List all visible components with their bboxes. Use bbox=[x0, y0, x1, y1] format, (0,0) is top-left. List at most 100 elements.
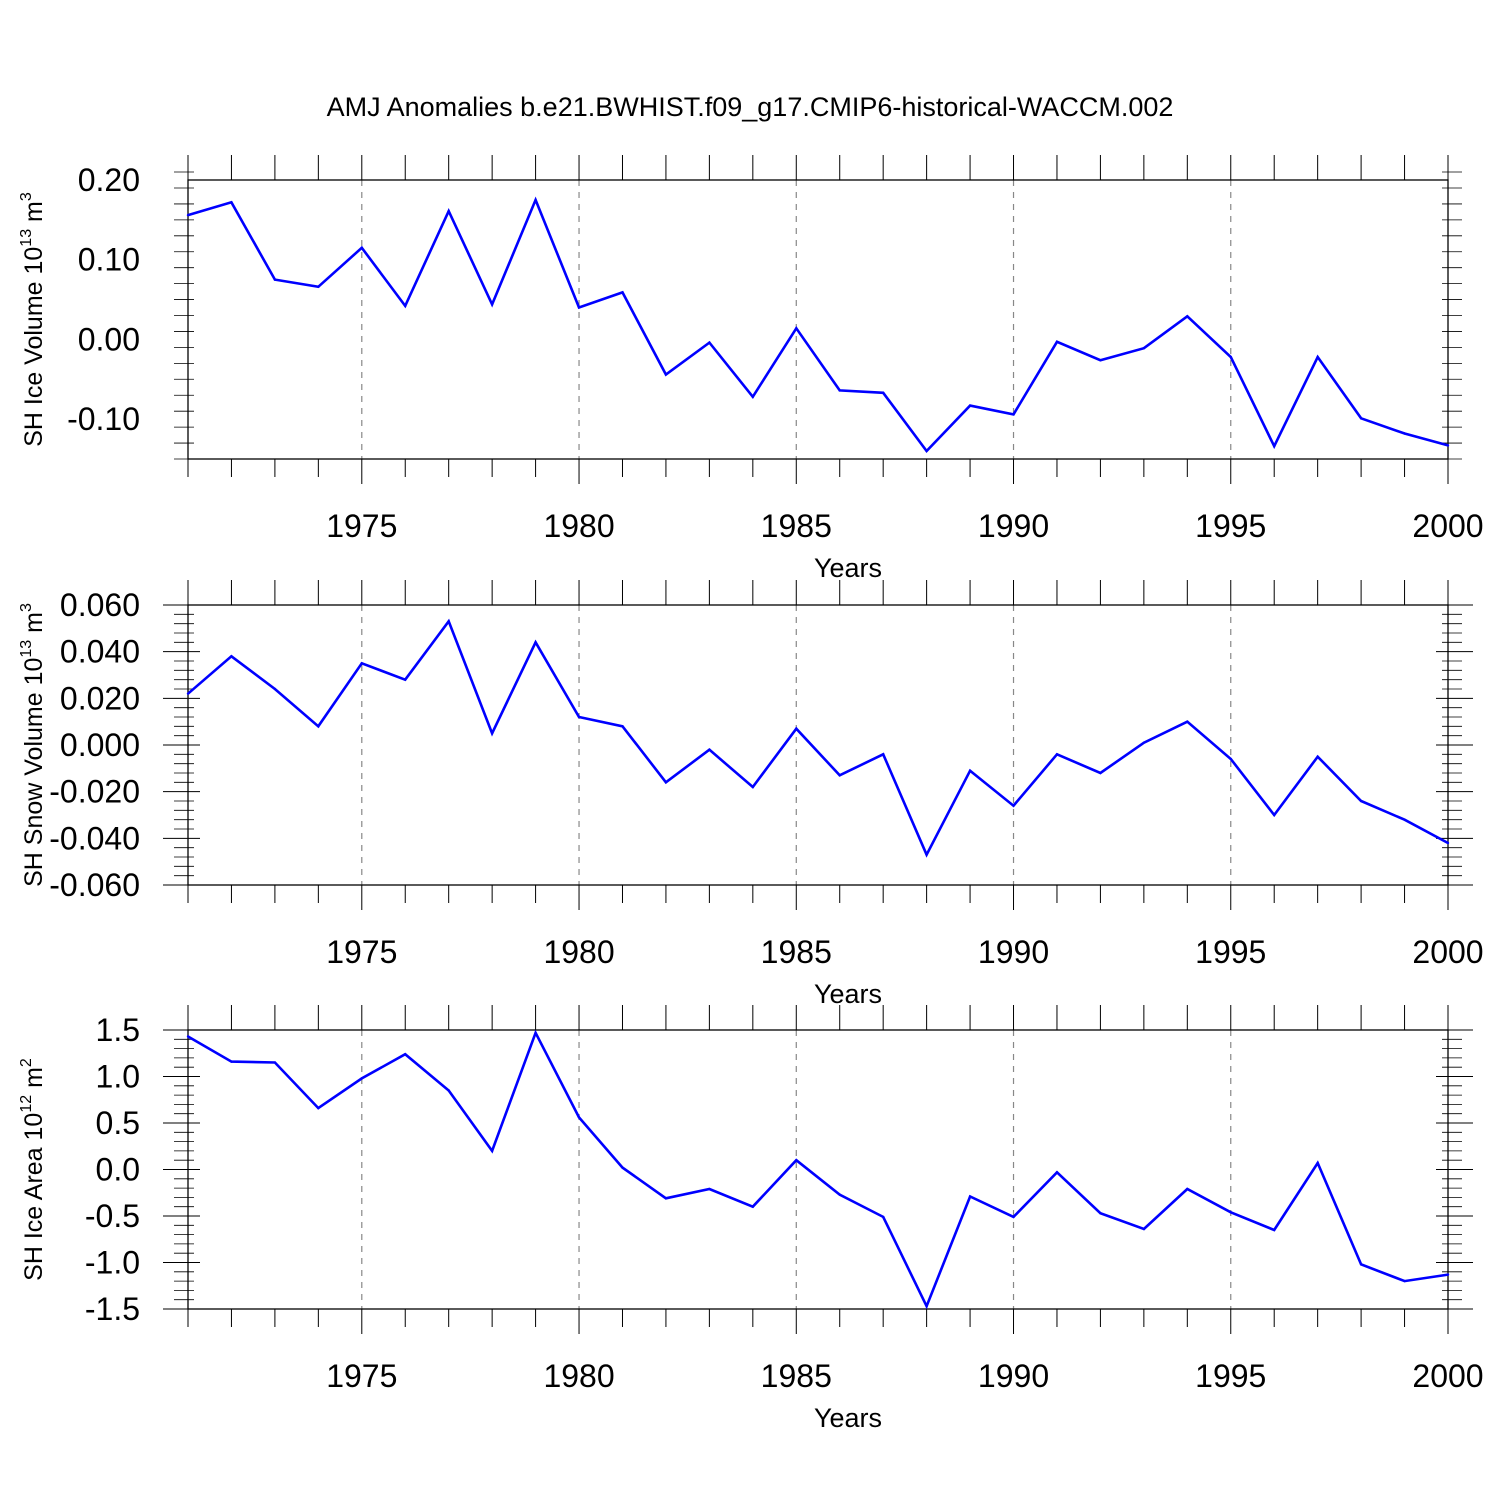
data-point bbox=[404, 678, 407, 681]
data-point bbox=[360, 246, 363, 249]
data-point bbox=[317, 285, 320, 289]
data-point bbox=[1142, 346, 1146, 350]
data-point bbox=[534, 1031, 537, 1034]
data-point bbox=[1012, 1215, 1015, 1219]
x-tick-label: 1995 bbox=[1195, 1358, 1266, 1394]
data-point bbox=[230, 1060, 233, 1063]
data-point bbox=[1316, 755, 1319, 758]
chart-panels: -0.10 0.00 0.10 0.20 1975 1980 1985 1990 1995 200… bbox=[18, 155, 1484, 1433]
plot-frame bbox=[187, 604, 1449, 886]
data-point bbox=[186, 1035, 190, 1038]
y-tick-label: 0.5 bbox=[96, 1105, 140, 1141]
data-point bbox=[795, 727, 798, 730]
x-ticks bbox=[187, 580, 1449, 910]
x-ticks bbox=[187, 155, 1449, 484]
data-point bbox=[1446, 1273, 1450, 1276]
plot-frame bbox=[187, 1029, 1449, 1310]
data-point bbox=[968, 1195, 972, 1198]
data-point bbox=[404, 1052, 407, 1056]
x-ticks bbox=[187, 1005, 1449, 1334]
data-point bbox=[1359, 1263, 1363, 1266]
data-point bbox=[1142, 741, 1146, 744]
y-ticks bbox=[163, 604, 1473, 886]
data-point bbox=[1316, 355, 1319, 359]
x-tick-label: 1990 bbox=[978, 1358, 1049, 1394]
x-tick-label: 1995 bbox=[1195, 934, 1266, 970]
data-point bbox=[708, 341, 711, 344]
data-point bbox=[925, 1305, 928, 1308]
x-tick-label: 2000 bbox=[1412, 508, 1483, 544]
data-point bbox=[360, 662, 363, 665]
data-point bbox=[577, 715, 581, 719]
data-point bbox=[1055, 340, 1059, 344]
data-point bbox=[751, 395, 755, 399]
y-tick-label: -0.5 bbox=[85, 1198, 140, 1234]
data-point bbox=[447, 1089, 450, 1092]
y-tick-label: -0.040 bbox=[49, 820, 140, 856]
data-point bbox=[1273, 813, 1276, 817]
data-point bbox=[490, 1149, 494, 1153]
data-point bbox=[795, 327, 798, 330]
y-tick-label: 0.060 bbox=[60, 587, 140, 623]
series-line bbox=[187, 1029, 1449, 1310]
data-point bbox=[664, 781, 668, 784]
data-point bbox=[838, 1193, 841, 1196]
plot-frame bbox=[187, 179, 1449, 460]
data-point bbox=[925, 449, 928, 453]
y-tick-label: -0.020 bbox=[49, 774, 140, 810]
data-point bbox=[273, 278, 277, 281]
data-point bbox=[1229, 355, 1232, 359]
y-tick-label: 0.00 bbox=[78, 321, 140, 357]
data-point bbox=[577, 1116, 581, 1119]
data-point bbox=[186, 692, 190, 695]
data-point bbox=[273, 687, 277, 691]
data-point bbox=[1403, 1279, 1406, 1283]
y-axis-label: SH Ice Area 1012 m2 bbox=[18, 1058, 48, 1281]
data-point bbox=[1099, 1212, 1102, 1215]
data-point bbox=[1012, 804, 1015, 807]
data-point bbox=[621, 1166, 624, 1169]
data-point bbox=[751, 1205, 755, 1208]
x-tick-label: 1985 bbox=[761, 508, 832, 544]
y-tick-label: 0.000 bbox=[60, 727, 140, 763]
data-point bbox=[1403, 818, 1406, 821]
chart-title: AMJ Anomalies b.e21.BWHIST.f09_g17.CMIP6… bbox=[327, 92, 1174, 122]
y-axis-label: SH Snow Volume 1013 m3 bbox=[18, 603, 48, 887]
data-point bbox=[1359, 417, 1363, 420]
series-line bbox=[187, 618, 1449, 858]
x-axis-label: Years bbox=[814, 979, 882, 1009]
y-tick-label: 0.0 bbox=[96, 1152, 140, 1188]
data-point bbox=[1055, 753, 1059, 756]
data-point bbox=[1446, 444, 1450, 447]
data-point bbox=[317, 1106, 320, 1110]
data-point bbox=[621, 291, 624, 294]
data-point bbox=[881, 391, 885, 395]
data-point bbox=[795, 1159, 798, 1162]
data-point bbox=[230, 201, 233, 204]
data-point bbox=[1229, 1211, 1232, 1214]
data-point bbox=[751, 785, 755, 789]
data-point bbox=[1055, 1171, 1059, 1174]
x-tick-label: 2000 bbox=[1412, 934, 1483, 970]
x-tick-label: 1985 bbox=[761, 1358, 832, 1394]
data-point bbox=[708, 1187, 711, 1191]
data-point bbox=[881, 753, 885, 756]
data-point bbox=[1186, 720, 1189, 723]
y-tick-label: -0.060 bbox=[49, 867, 140, 903]
x-tick-label: 1995 bbox=[1195, 508, 1266, 544]
data-point bbox=[925, 853, 928, 856]
y-ticks bbox=[163, 1029, 1473, 1310]
data-point bbox=[881, 1215, 885, 1219]
y-axis-label: SH Ice Volume 1013 m3 bbox=[18, 192, 48, 447]
x-tick-label: 1980 bbox=[543, 1358, 614, 1394]
x-tick-label: 1975 bbox=[326, 934, 397, 970]
data-point bbox=[621, 725, 624, 728]
chart-panel-3: -1.5 -1.0 -0.5 0.0 0.5 1.0 1.5 1975 1980 1985 1990… bbox=[18, 1005, 1484, 1433]
data-point bbox=[1186, 315, 1189, 318]
data-point bbox=[1273, 1228, 1276, 1232]
data-point bbox=[664, 373, 668, 376]
y-tick-label: 0.20 bbox=[78, 162, 140, 198]
y-tick-label: -0.10 bbox=[67, 401, 140, 437]
data-point bbox=[360, 1077, 363, 1080]
